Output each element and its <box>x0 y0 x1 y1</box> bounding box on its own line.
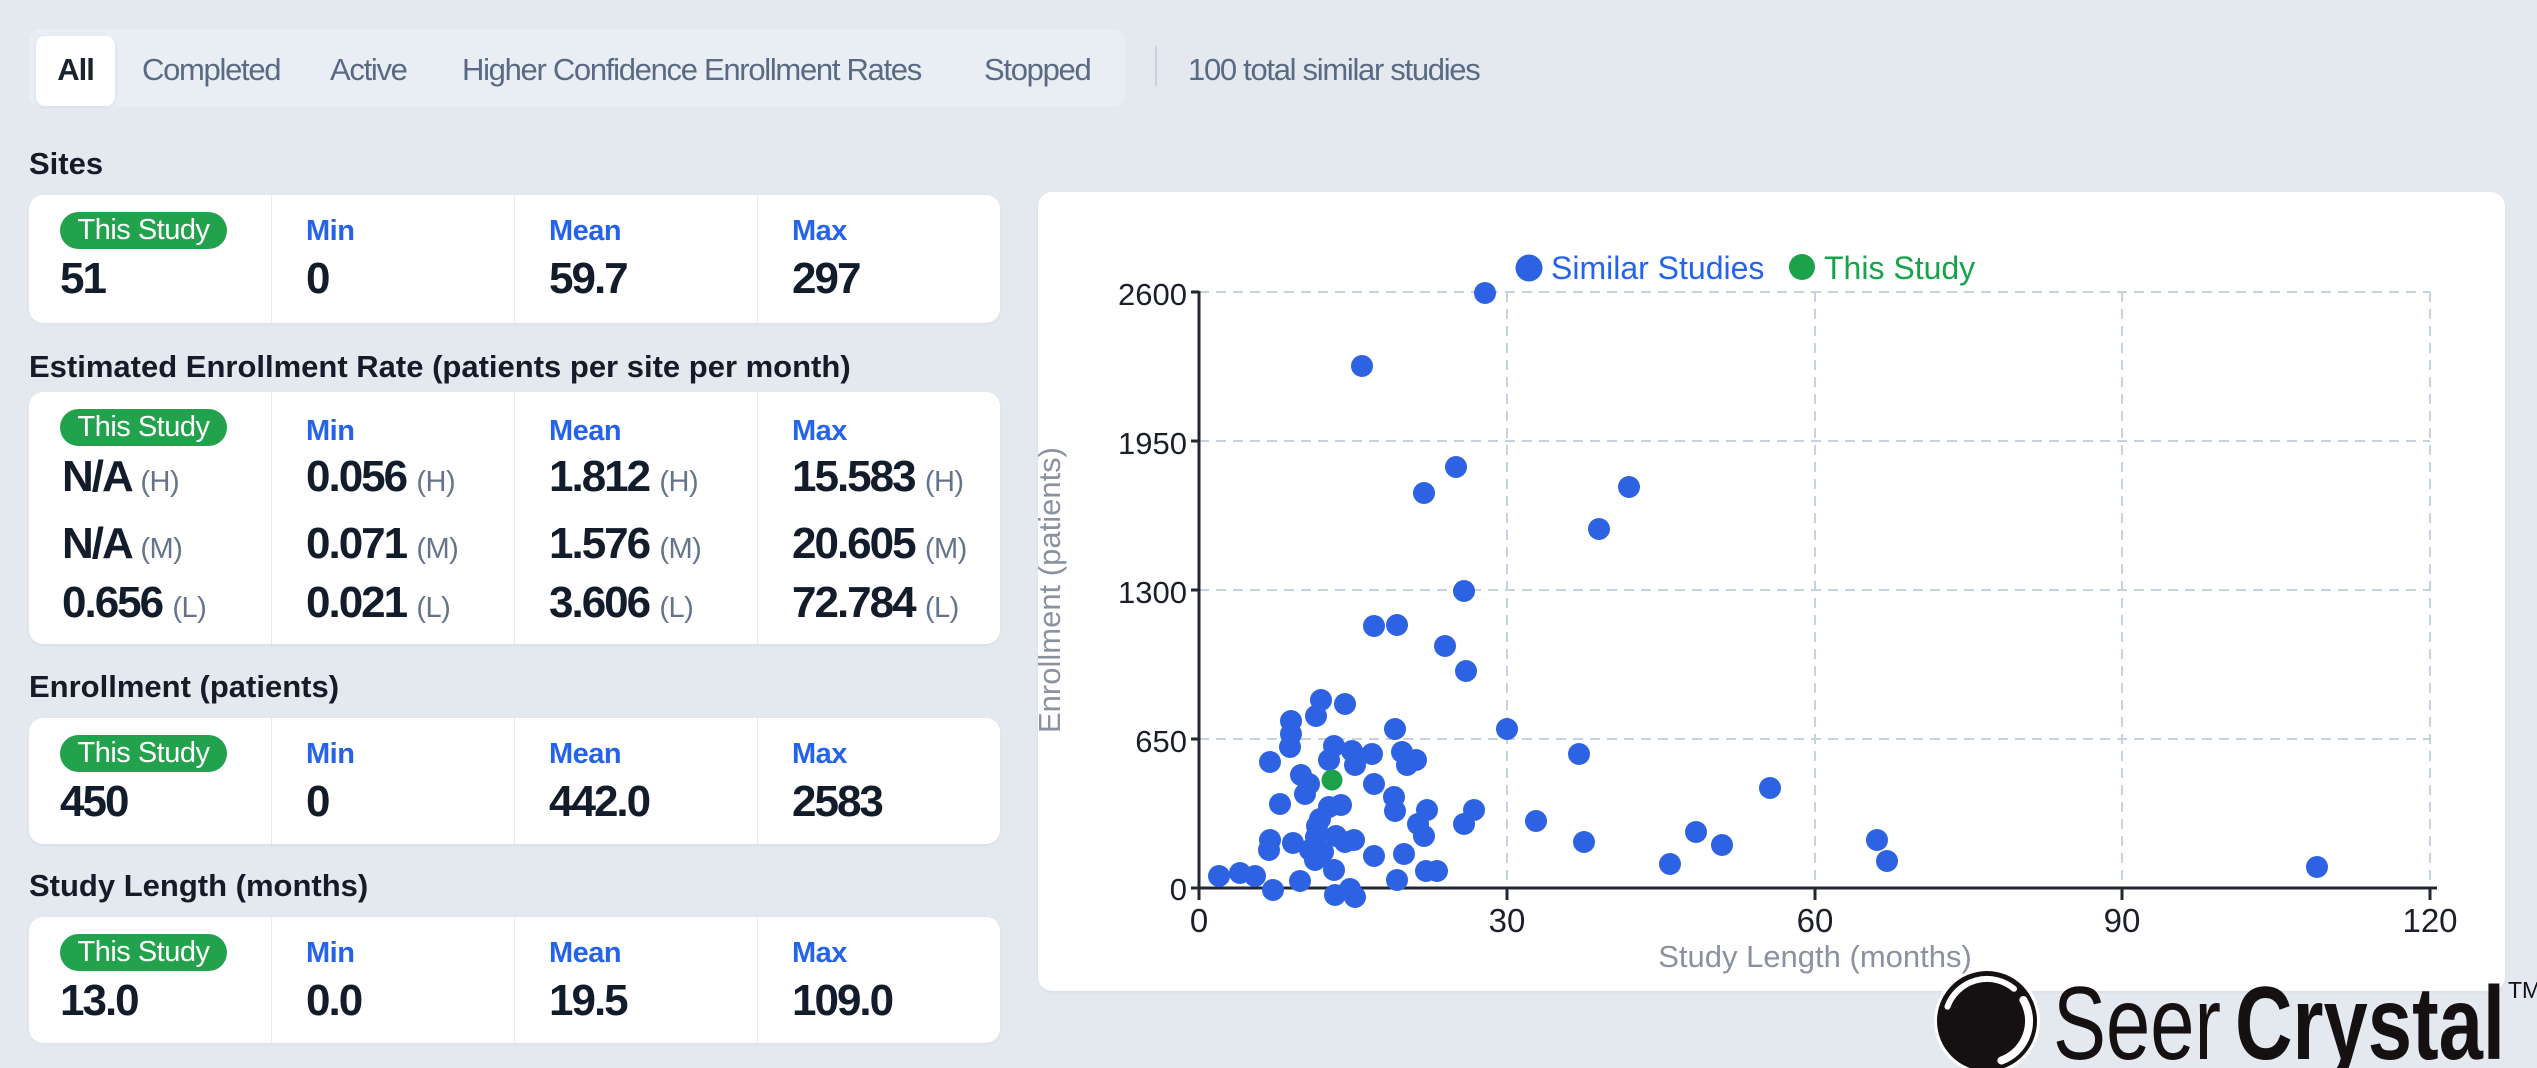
svg-text:1300: 1300 <box>1118 575 1187 610</box>
svg-text:Enrollment (patients): Enrollment (patients) <box>1038 447 1067 733</box>
svg-text:30: 30 <box>1489 902 1526 939</box>
svg-text:120: 120 <box>2402 902 2457 939</box>
svg-text:0: 0 <box>1170 872 1187 907</box>
svg-text:Crystal: Crystal <box>2235 966 2505 1068</box>
svg-text:This Study: This Study <box>1824 250 1975 286</box>
svg-text:Seer: Seer <box>2053 966 2221 1068</box>
svg-text:TM: TM <box>2508 977 2537 1003</box>
svg-text:90: 90 <box>2104 902 2141 939</box>
svg-text:650: 650 <box>1135 724 1187 759</box>
svg-text:0: 0 <box>1190 902 1208 939</box>
svg-text:1950: 1950 <box>1118 426 1187 461</box>
svg-text:Study Length (months): Study Length (months) <box>1658 939 1972 974</box>
svg-text:60: 60 <box>1797 902 1834 939</box>
svg-text:Similar Studies: Similar Studies <box>1551 250 1764 286</box>
svg-text:2600: 2600 <box>1118 277 1187 312</box>
